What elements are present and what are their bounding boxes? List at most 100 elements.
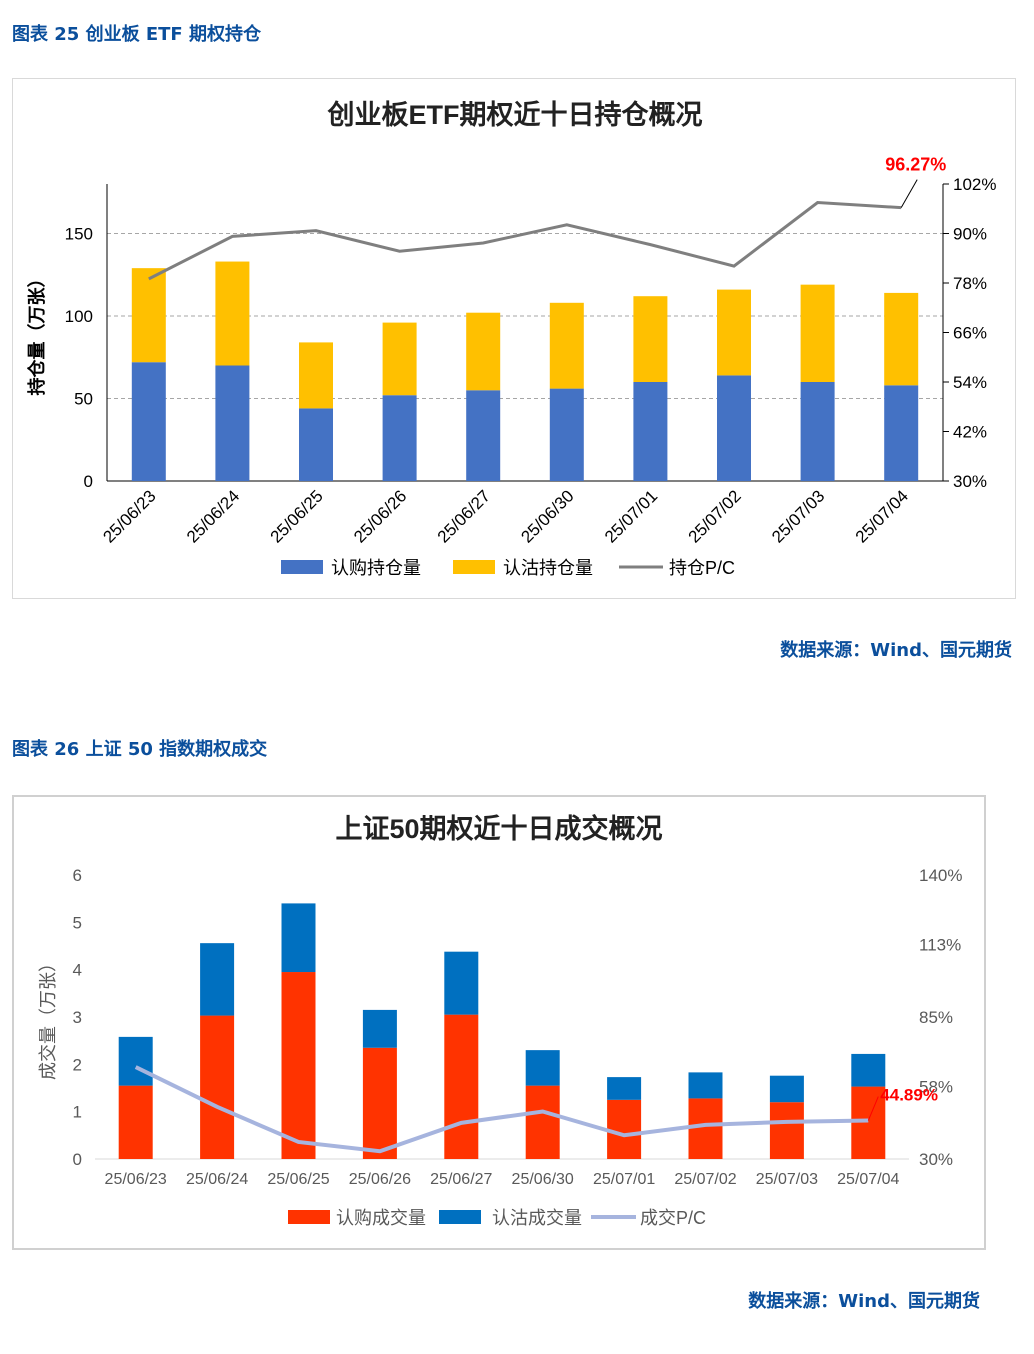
chart1-bar-put bbox=[382, 322, 417, 396]
chart1-line-pc bbox=[148, 201, 902, 281]
chart2-bar-put bbox=[525, 1050, 560, 1086]
chart2-bar-call bbox=[851, 1086, 886, 1159]
chart1-bar-put bbox=[800, 284, 835, 382]
chart2-y-label: 成交量（万张） bbox=[38, 954, 58, 1080]
chart2-y-tick: 5 bbox=[73, 913, 82, 932]
chart1-legend-put-label: 认沽持仓量 bbox=[503, 558, 593, 578]
chart1-bar-put bbox=[466, 312, 501, 391]
chart1-x-tick: 25/06/24 bbox=[183, 486, 243, 546]
chart2-y2-tick: 30% bbox=[919, 1150, 953, 1169]
chart2-annotation-leader bbox=[867, 1096, 879, 1121]
chart1-annotation-leader bbox=[900, 179, 918, 208]
chart2-svg: 上证50期权近十日成交概况 0 1 2 3 4 5 6 30% 58% 85% 113% 140% 成交量… bbox=[38, 813, 962, 1228]
chart1-x-tick: 25/06/27 bbox=[434, 486, 494, 546]
chart1-y-tick: 50 bbox=[74, 390, 93, 409]
chart2-y-tick: 6 bbox=[73, 866, 82, 885]
chart1-legend-call-swatch bbox=[281, 560, 323, 574]
chart2-bar-put bbox=[118, 1036, 153, 1086]
chart1-bar-put bbox=[131, 268, 166, 363]
chart2-y2-tick: 140% bbox=[919, 866, 962, 885]
chart1-bar-call bbox=[633, 382, 668, 481]
chart2-legend-put-swatch bbox=[439, 1210, 481, 1224]
chart2-x-tick: 25/06/27 bbox=[430, 1171, 492, 1188]
chart1-bar-put bbox=[299, 342, 333, 409]
chart2-bar-put bbox=[769, 1075, 804, 1103]
chart1-bar-call bbox=[800, 382, 835, 481]
chart2-legend-call-label: 认购成交量 bbox=[336, 1208, 426, 1228]
chart2-bar-call bbox=[118, 1085, 153, 1159]
figure-25-source: 数据来源：Wind、国元期货 bbox=[780, 640, 1012, 661]
chart2-x-tick: 25/06/24 bbox=[186, 1171, 248, 1188]
chart1-x-tick: 25/06/30 bbox=[517, 486, 577, 546]
chart1-y2-tick: 78% bbox=[953, 274, 987, 293]
chart2-y-tick: 3 bbox=[73, 1008, 82, 1027]
chart2-bar-put bbox=[281, 903, 316, 973]
chart2-x-tick: 25/07/02 bbox=[674, 1171, 736, 1188]
chart2-bar-call bbox=[688, 1098, 723, 1159]
chart1-y-tick: 150 bbox=[65, 225, 93, 244]
chart1-bar-call bbox=[549, 388, 584, 481]
chart1-x-tick: 25/07/01 bbox=[601, 486, 661, 546]
chart1-legend-put-swatch bbox=[453, 560, 495, 574]
chart2-x-tick: 25/06/23 bbox=[105, 1171, 167, 1188]
chart1-panel: 创业板ETF期权近十日持仓概况 0 50 100 150 30% 42% 54% 66% 78% 9… bbox=[12, 78, 1016, 599]
chart1-bar-call bbox=[215, 365, 250, 481]
chart2-panel: 上证50期权近十日成交概况 0 1 2 3 4 5 6 30% 58% 85% 113% 140% 成交量… bbox=[12, 795, 986, 1250]
chart2-bar-put bbox=[851, 1053, 886, 1087]
chart2-x-tick: 25/06/30 bbox=[512, 1171, 574, 1188]
chart2-y-tick: 4 bbox=[73, 961, 82, 980]
chart1-bar-call bbox=[717, 375, 751, 481]
chart1-y2-tick: 42% bbox=[953, 423, 987, 442]
chart1-y2-tick: 30% bbox=[953, 472, 987, 491]
chart1-bar-put bbox=[549, 302, 584, 389]
chart1-y-tick: 100 bbox=[65, 307, 93, 326]
chart1-bar-put bbox=[884, 292, 919, 386]
chart1-x-tick: 25/07/03 bbox=[768, 486, 828, 546]
chart2-line-pc bbox=[134, 1065, 869, 1154]
chart2-y-tick: 1 bbox=[73, 1103, 82, 1122]
chart2-bar-call bbox=[362, 1047, 397, 1159]
chart1-bar-call bbox=[466, 390, 501, 481]
chart1-title: 创业板ETF期权近十日持仓概况 bbox=[327, 100, 703, 130]
chart1-bar-call bbox=[131, 362, 166, 481]
figure-26-caption: 图表 26 上证 50 指数期权成交 bbox=[12, 739, 268, 760]
chart1-y-tick: 0 bbox=[84, 472, 93, 491]
chart2-y2-tick: 58% bbox=[919, 1078, 953, 1097]
chart2-bar-put bbox=[607, 1077, 642, 1100]
chart2-bar-call bbox=[200, 1015, 235, 1159]
chart2-bar-call bbox=[444, 1014, 479, 1159]
chart2-bar-put bbox=[444, 951, 479, 1015]
chart1-x-tick: 25/06/23 bbox=[99, 486, 159, 546]
chart2-y-tick: 0 bbox=[73, 1150, 82, 1169]
chart2-legend-put-label: 认沽成交量 bbox=[492, 1208, 582, 1228]
chart1-x-tick: 25/06/25 bbox=[267, 486, 327, 546]
chart1-y-label: 持仓量（万张） bbox=[26, 270, 47, 396]
chart2-x-tick: 25/06/25 bbox=[267, 1171, 329, 1188]
chart1-bar-put bbox=[215, 261, 250, 366]
chart2-legend-call-swatch bbox=[288, 1210, 330, 1224]
chart2-y2-tick: 85% bbox=[919, 1008, 953, 1027]
chart2-y-tick: 2 bbox=[73, 1055, 82, 1074]
chart2-bar-call bbox=[607, 1099, 642, 1159]
chart1-legend-call-label: 认购持仓量 bbox=[331, 558, 421, 578]
chart2-bar-call bbox=[525, 1085, 560, 1159]
chart1-x-tick: 25/06/26 bbox=[350, 486, 410, 546]
chart2-legend-pc-label: 成交P/C bbox=[640, 1208, 706, 1228]
figure-25-caption: 图表 25 创业板 ETF 期权持仓 bbox=[12, 24, 261, 45]
chart1-legend-pc-label: 持仓P/C bbox=[669, 558, 735, 578]
chart1-svg: 创业板ETF期权近十日持仓概况 0 50 100 150 30% 42% 54% 66% 78% 9… bbox=[26, 100, 996, 578]
chart2-x-tick: 25/06/26 bbox=[349, 1171, 411, 1188]
chart2-bar-call bbox=[281, 972, 316, 1159]
chart2-title: 上证50期权近十日成交概况 bbox=[335, 813, 662, 844]
chart1-x-tick: 25/07/02 bbox=[685, 486, 745, 546]
chart2-bar-put bbox=[200, 943, 235, 1016]
chart2-bar-put bbox=[688, 1072, 723, 1099]
chart2-x-tick: 25/07/01 bbox=[593, 1171, 655, 1188]
chart1-annotation: 96.27% bbox=[885, 155, 946, 175]
chart1-bar-put bbox=[633, 296, 668, 382]
chart1-y2-tick: 102% bbox=[953, 175, 996, 194]
chart2-annotation: 44.89% bbox=[880, 1086, 938, 1105]
chart1-bar-put bbox=[717, 289, 751, 376]
chart2-x-tick: 25/07/04 bbox=[837, 1171, 899, 1188]
chart1-y2-tick: 90% bbox=[953, 225, 987, 244]
